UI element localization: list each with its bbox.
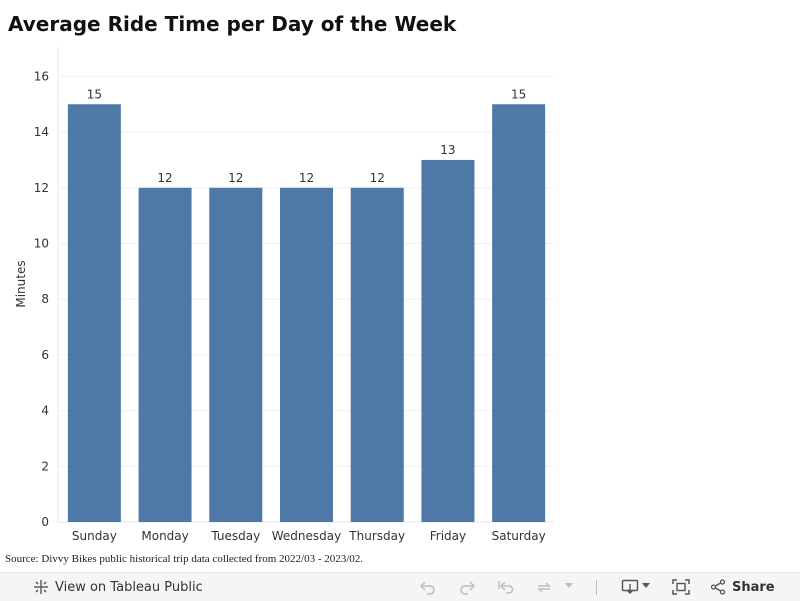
undo-icon[interactable] [419,579,437,595]
x-tick-label: Friday [430,529,466,543]
y-tick-label: 16 [34,69,49,83]
data-label: 15 [511,87,526,101]
y-tick-label: 10 [34,237,49,251]
share-icon [710,579,726,595]
data-label: 12 [370,171,385,185]
toolbar-divider [596,580,597,595]
bars [67,104,546,523]
bar-wednesday[interactable] [280,187,333,523]
x-axis-ticks: Sunday Monday Tuesday Wednesday Thursday Frid… [72,529,546,543]
y-tick-label: 0 [41,515,49,529]
data-labels: 15 12 12 12 12 13 15 [87,87,527,185]
data-label: 12 [299,171,314,185]
y-tick-label: 12 [34,181,49,195]
source-note: Source: Divvy Bikes public historical tr… [5,553,364,565]
download-dropdown-icon[interactable] [642,583,650,589]
data-label: 15 [87,87,102,101]
bar-monday[interactable] [138,187,192,523]
x-tick-label: Sunday [72,529,117,543]
tableau-logo-icon [34,580,48,594]
refresh-dropdown-icon[interactable] [565,583,573,589]
chart-title: Average Ride Time per Day of the Week [8,12,457,36]
view-on-tableau-link[interactable]: View on Tableau Public [33,579,203,595]
data-label: 13 [440,143,455,157]
x-tick-label: Saturday [492,529,546,543]
download-icon[interactable] [621,579,639,595]
x-tick-label: Wednesday [272,529,341,543]
data-label: 12 [157,171,172,185]
x-tick-label: Thursday [348,529,405,543]
toolbar: View on Tableau Public [0,572,800,601]
revert-icon[interactable] [497,579,515,595]
share-button[interactable]: Share [710,579,775,595]
bar-sunday[interactable] [67,104,121,522]
bar-thursday[interactable] [350,187,404,523]
x-tick-label: Monday [141,529,188,543]
y-tick-label: 4 [41,404,49,418]
bar-friday[interactable] [421,159,475,522]
x-tick-label: Tuesday [210,529,260,543]
refresh-icon[interactable] [535,579,553,595]
y-tick-label: 14 [34,125,49,139]
y-axis-ticks: 0 2 4 6 8 10 12 14 16 [34,69,49,529]
y-tick-label: 8 [41,292,49,306]
y-tick-label: 6 [41,348,49,362]
y-axis-label: Minutes [14,260,28,307]
data-label: 12 [228,171,243,185]
share-label: Share [732,579,775,595]
view-on-tableau-label: View on Tableau Public [55,579,203,595]
fullscreen-icon[interactable] [672,579,690,595]
bar-saturday[interactable] [492,104,546,522]
bar-tuesday[interactable] [209,187,263,523]
redo-icon[interactable] [458,579,476,595]
bar-chart: 15 12 12 12 12 13 15 0 2 4 6 8 10 12 14 16 Sunday Monda… [14,47,554,543]
y-tick-label: 2 [41,459,49,473]
